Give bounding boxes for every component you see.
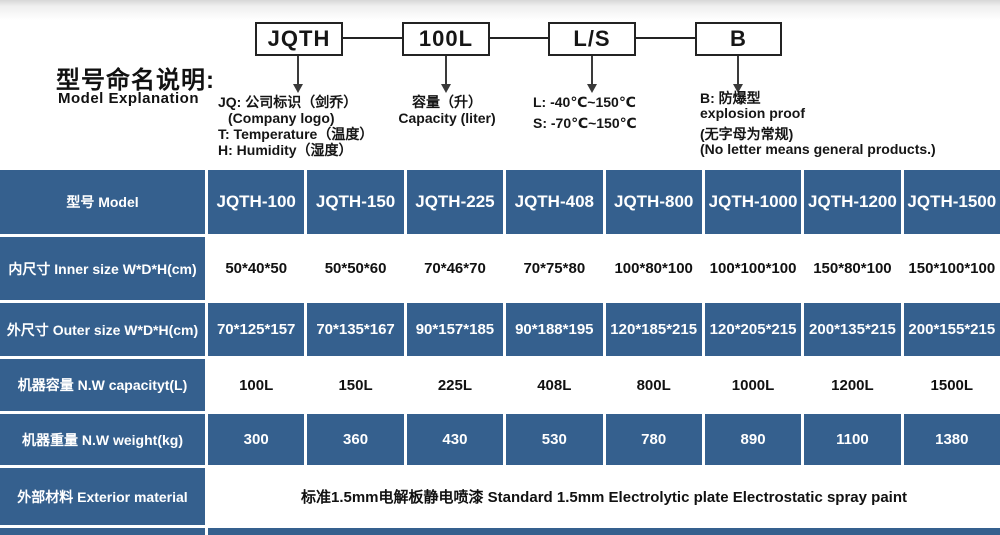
table-row: 机器容量 N.W capacityt(L) 100L 150L 225L 408L 800… [0,359,1000,411]
annotation-line: S: -70℃~150℃ [533,115,637,131]
partial-next-row [0,528,1000,535]
annotation-line: L: -40℃~150℃ [533,94,636,110]
down-arrow-icon [591,56,593,84]
box-b: B [695,22,782,56]
annotation-line: T: Temperature（温度） [218,126,374,142]
value-cell: 50*50*60 [307,237,404,300]
partial-span-cell [208,528,1000,535]
box-ls: L/S [548,22,636,56]
value-cell: 780 [605,414,702,465]
value-cell: 1100 [804,414,901,465]
box-100l: 100L [402,22,490,56]
down-arrow-icon [737,56,739,84]
down-arrow-icon [733,84,743,93]
model-header-cell: JQTH-1000 [704,170,802,234]
model-naming-diagram: 型号命名说明: Model Explanation JQTH 100L L/S … [0,0,1000,168]
value-cell: 150*100*100 [903,237,1000,300]
exterior-value-cell: 标准1.5mm电解板静电喷漆 Standard 1.5mm Electrolyt… [208,468,1000,525]
annotation-capacity: 容量（升） Capacity (liter) [386,94,508,126]
value-cell: 430 [406,414,504,465]
value-cell: 300 [208,414,305,465]
table-header-row: 型号 Model JQTH-100 JQTH-150 JQTH-225 JQTH-408… [0,170,1000,234]
value-cell: 408L [506,359,603,411]
value-cell: 120*205*215 [704,303,802,356]
value-cell: 50*40*50 [208,237,305,300]
exterior-material-row: 外部材料 Exterior material 标准1.5mm电解板静电喷漆 Sta… [0,468,1000,525]
row-label-cell: 外尺寸 Outer size W*D*H(cm) [0,303,205,356]
connector-line [636,37,695,39]
annotation-temperature: L: -40℃~150℃ S: -70℃~150℃ [533,92,637,134]
model-header-cell: JQTH-408 [506,170,603,234]
model-header-cell: JQTH-1500 [903,170,1000,234]
value-cell: 150L [307,359,404,411]
value-cell: 1380 [903,414,1000,465]
value-cell: 530 [506,414,603,465]
header-label-cell: 型号 Model [0,170,205,234]
table-row: 内尺寸 Inner size W*D*H(cm) 50*40*50 50*50*60… [0,237,1000,300]
table-row: 机器重量 N.W weight(kg) 300 360 430 530 780 890 110… [0,414,1000,465]
box-jqth: JQTH [255,22,343,56]
annotation-explosion-proof: B: 防爆型 explosion proof (无字母为常规) (No lett… [700,91,936,157]
value-cell: 100*80*100 [605,237,702,300]
model-header-cell: JQTH-1200 [804,170,901,234]
annotation-line: explosion proof [700,105,805,121]
annotation-line: (无字母为常规) [700,126,794,142]
value-cell: 225L [406,359,504,411]
model-header-cell: JQTH-800 [605,170,702,234]
row-label-cell: 机器容量 N.W capacityt(L) [0,359,205,411]
value-cell: 90*157*185 [406,303,504,356]
value-cell: 100*100*100 [704,237,802,300]
value-cell: 800L [605,359,702,411]
row-label-cell: 机器重量 N.W weight(kg) [0,414,205,465]
annotation-line: 容量（升） [412,94,482,110]
value-cell: 200*135*215 [804,303,901,356]
down-arrow-icon [441,84,451,93]
connector-line [490,37,548,39]
row-label-cell: 外部材料 Exterior material [0,468,205,525]
diagram-title-en: Model Explanation [58,90,200,107]
value-cell: 890 [704,414,802,465]
annotation-line: H: Humidity（湿度） [218,142,353,158]
value-cell: 1500L [903,359,1000,411]
down-arrow-icon [445,56,447,84]
down-arrow-icon [293,84,303,93]
value-cell: 120*185*215 [605,303,702,356]
value-cell: 360 [307,414,404,465]
value-cell: 100L [208,359,305,411]
value-cell: 1000L [704,359,802,411]
annotation-jqth: JQ: 公司标识（剑乔） (Company logo) T: Temperatu… [218,94,373,158]
value-cell: 90*188*195 [506,303,603,356]
model-header-cell: JQTH-150 [307,170,404,234]
value-cell: 70*125*157 [208,303,305,356]
table-row: 外尺寸 Outer size W*D*H(cm) 70*125*157 70*135… [0,303,1000,356]
annotation-line: (Company logo) [228,110,335,126]
down-arrow-icon [297,56,299,84]
annotation-line: JQ: 公司标识（剑乔） [218,94,358,110]
annotation-line: B: 防爆型 [700,90,761,106]
spec-table: 型号 Model JQTH-100 JQTH-150 JQTH-225 JQTH-408… [0,170,1000,535]
down-arrow-icon [587,84,597,93]
value-cell: 70*135*167 [307,303,404,356]
connector-line [343,37,402,39]
value-cell: 70*46*70 [406,237,504,300]
model-header-cell: JQTH-225 [406,170,504,234]
partial-label-cell [0,528,205,535]
value-cell: 200*155*215 [903,303,1000,356]
annotation-line: Capacity (liter) [398,110,496,126]
row-label-cell: 内尺寸 Inner size W*D*H(cm) [0,237,205,300]
value-cell: 70*75*80 [506,237,603,300]
model-header-cell: JQTH-100 [208,170,305,234]
annotation-line: (No letter means general products.) [700,141,936,157]
value-cell: 1200L [804,359,901,411]
diagram-title-zh: 型号命名说明: [56,67,215,94]
value-cell: 150*80*100 [804,237,901,300]
